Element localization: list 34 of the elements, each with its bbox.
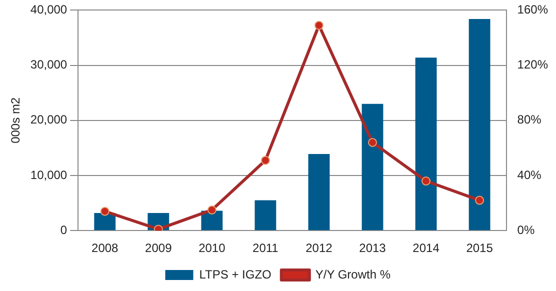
point [100, 206, 110, 216]
y2-tick-label: 80% [517, 112, 542, 127]
x-tick-label: 2011 [252, 241, 279, 256]
y-tick-label: 40,000 [30, 2, 68, 17]
x-tick-label: 2008 [92, 241, 119, 256]
x-tick-label: 2014 [412, 241, 440, 256]
point [260, 156, 270, 165]
bar [254, 200, 276, 230]
legend-label: Y/Y Growth % [315, 267, 391, 282]
y2-tick-label: 0% [517, 222, 535, 237]
point [475, 196, 484, 205]
y2-tick-label: 160% [517, 2, 548, 17]
bar [415, 58, 437, 230]
y-axis-title: 000s m2 [8, 97, 23, 144]
point [368, 138, 377, 147]
bar [308, 154, 330, 230]
point [422, 176, 431, 186]
x-tick-label: 2012 [306, 241, 333, 256]
x-tick-label: 2009 [145, 241, 172, 256]
x-tick-label: 2015 [466, 241, 494, 256]
y2-tick-label: 120% [517, 58, 548, 72]
bar [362, 104, 384, 230]
y-tick-label: 30,000 [30, 58, 68, 72]
point [314, 20, 324, 30]
legend-label: LTPS + IGZO [199, 267, 272, 282]
x-tick-label: 2010 [198, 241, 226, 256]
x-tick-label: 2013 [359, 241, 386, 256]
bar [468, 19, 490, 230]
bar [94, 212, 116, 230]
y-tick-label: 0 [60, 222, 68, 237]
y-tick-label: 20,000 [30, 112, 68, 127]
point [207, 205, 216, 214]
y-tick-label: 10,000 [30, 168, 68, 182]
y2-tick-label: 40% [517, 168, 542, 182]
